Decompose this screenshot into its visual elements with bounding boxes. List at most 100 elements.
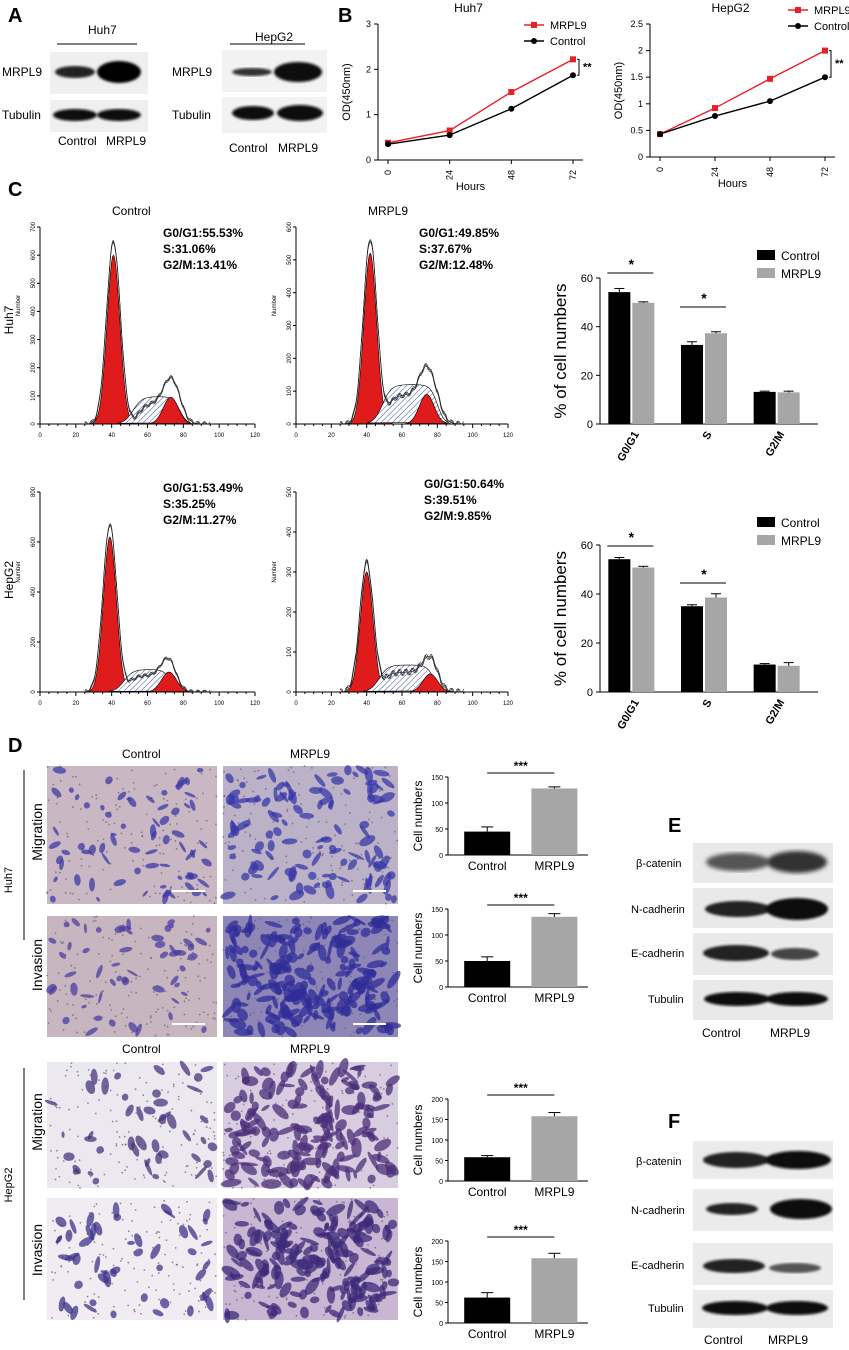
membrane-pore — [276, 1296, 278, 1299]
stained-cell — [321, 881, 329, 889]
membrane-pore — [388, 775, 391, 777]
stained-cell — [227, 845, 237, 850]
lane-label: Control — [229, 141, 268, 155]
stained-cell — [367, 1294, 378, 1310]
blot-row-label: MRPL9 — [2, 65, 42, 79]
stained-cell — [126, 969, 138, 977]
stained-cell — [224, 1169, 235, 1181]
stained-cell — [114, 1072, 122, 1080]
x-tick-label: 20 — [72, 701, 79, 707]
membrane-pore — [153, 991, 155, 993]
stained-cell — [264, 1219, 281, 1234]
membrane-pore — [166, 799, 169, 802]
bar-mrpl9 — [632, 567, 655, 692]
membrane-pore — [85, 892, 88, 895]
membrane-pore — [386, 1115, 389, 1118]
membrane-pore — [134, 1209, 137, 1211]
stained-cell — [346, 929, 359, 936]
membrane-pore — [150, 1020, 152, 1023]
membrane-pore — [164, 1174, 166, 1177]
membrane-pore — [223, 770, 226, 773]
stained-cell — [65, 1229, 73, 1242]
membrane-pore — [162, 852, 165, 855]
stained-cell — [171, 997, 180, 1004]
membrane-pore — [167, 1033, 170, 1036]
membrane-pore — [323, 943, 326, 946]
histogram-stats: G0/G1:55.53% S:31.06% G2/M:13.41% G0/G1:… — [163, 226, 504, 527]
category-label: S — [701, 430, 715, 442]
stained-cell — [354, 1199, 371, 1213]
stained-cell — [260, 942, 270, 960]
stained-cell — [385, 893, 392, 901]
x-tick-label: 100 — [468, 433, 479, 439]
stained-cell — [144, 1158, 151, 1167]
stained-cell — [200, 1065, 214, 1073]
x-tick-label: 60 — [144, 701, 151, 707]
membrane-pore — [353, 1215, 356, 1218]
membrane-pore — [198, 1310, 200, 1313]
membrane-pore — [94, 919, 97, 922]
stained-cell — [72, 1164, 81, 1175]
stained-cell — [358, 1219, 374, 1228]
membrane-pore — [58, 1175, 61, 1178]
membrane-pore — [53, 1229, 56, 1232]
blot-band — [97, 61, 141, 83]
stained-cell — [177, 875, 183, 880]
stat-g0g1: G0/G1:53.49% — [163, 481, 243, 495]
membrane-pore — [393, 1000, 396, 1003]
blot-band — [55, 66, 95, 78]
membrane-pore — [180, 957, 182, 960]
legend-swatch — [757, 535, 775, 545]
membrane-pore — [72, 806, 74, 808]
stained-cell — [321, 928, 329, 940]
stained-cell — [246, 1248, 261, 1257]
stained-cell — [111, 962, 121, 967]
stained-cell — [315, 837, 330, 843]
stat-s: S:39.51% — [424, 493, 477, 507]
legend-label: Control — [814, 21, 849, 33]
membrane-pore — [159, 1125, 162, 1128]
category-label: G2/M — [763, 430, 787, 459]
stained-cell — [159, 863, 171, 868]
stained-cell — [254, 841, 265, 852]
stained-cell — [362, 1016, 377, 1035]
bar-mrpl9 — [632, 302, 655, 424]
data-point — [446, 132, 453, 139]
data-point — [767, 75, 773, 82]
membrane-pore — [214, 1017, 216, 1020]
stained-cell — [334, 824, 342, 835]
stained-cell — [174, 982, 180, 988]
membrane-pore — [320, 970, 322, 973]
membrane-pore — [252, 1300, 255, 1303]
stained-cell — [200, 1240, 213, 1247]
membrane-pore — [377, 1303, 380, 1306]
membrane-pore — [202, 876, 205, 879]
membrane-pore — [150, 1015, 153, 1018]
stained-cell — [267, 840, 275, 852]
membrane-pore — [231, 869, 234, 871]
y-tick-label: 20 — [581, 370, 593, 382]
stained-cell — [57, 1254, 76, 1261]
x-tick-label: 20 — [72, 433, 79, 439]
stained-cell — [225, 773, 234, 784]
series-line-control — [659, 76, 826, 135]
stained-cell — [159, 1298, 170, 1309]
stained-cell — [359, 825, 371, 839]
membrane-pore — [349, 812, 352, 814]
membrane-pore — [303, 901, 306, 903]
stained-cell — [220, 1178, 242, 1188]
stained-cell — [168, 949, 182, 957]
stained-cell — [171, 807, 180, 816]
stained-cell — [387, 970, 401, 989]
membrane-pore — [205, 842, 208, 844]
membrane-pore — [68, 1181, 71, 1184]
membrane-pore — [161, 1007, 164, 1009]
membrane-pore — [130, 769, 133, 772]
blot-row-label: β-catenin — [636, 858, 681, 870]
membrane-pore — [249, 835, 251, 838]
stained-cell — [92, 1177, 100, 1185]
membrane-pore — [205, 1126, 208, 1128]
stained-cell — [353, 1126, 369, 1137]
membrane-pore — [390, 1064, 392, 1067]
